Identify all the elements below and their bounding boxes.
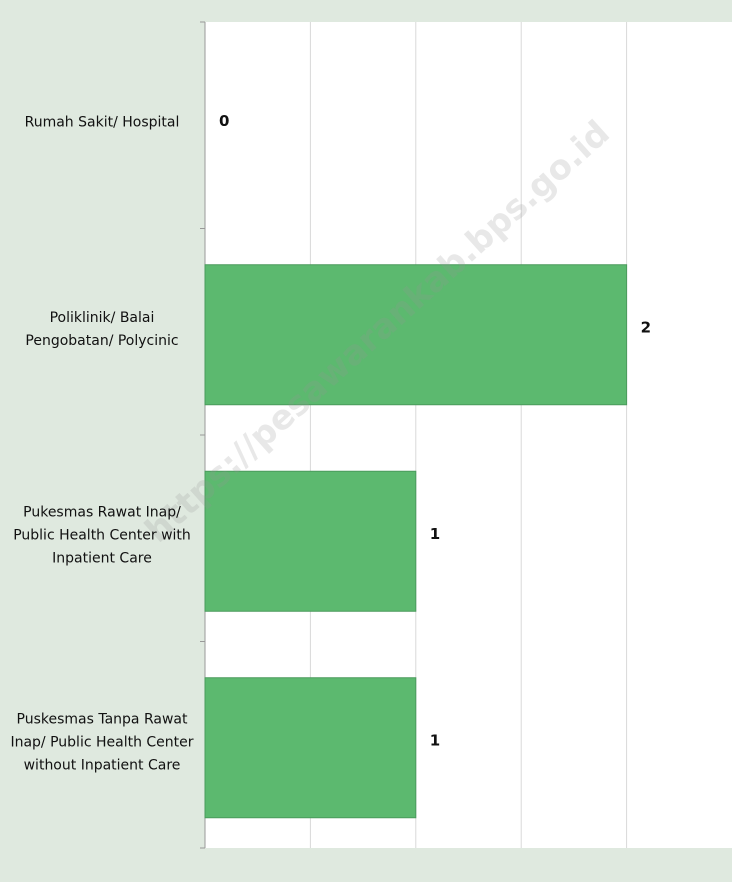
category-label: Poliklinik/ Balai Pengobatan/ Polycinic — [25, 309, 179, 349]
bar — [204, 470, 417, 612]
value-label: 1 — [430, 731, 440, 749]
category-label: Rumah Sakit/ Hospital — [24, 114, 180, 131]
value-label: 0 — [219, 112, 229, 130]
category-label: Puskesmas Tanpa Rawat Inap/ Public Healt… — [10, 711, 194, 774]
category-label: Pukesmas Rawat Inap/ Public Health Cente… — [13, 504, 191, 567]
bar — [204, 677, 417, 819]
bar — [204, 264, 628, 406]
value-label: 1 — [430, 525, 440, 543]
value-label: 2 — [641, 318, 651, 336]
